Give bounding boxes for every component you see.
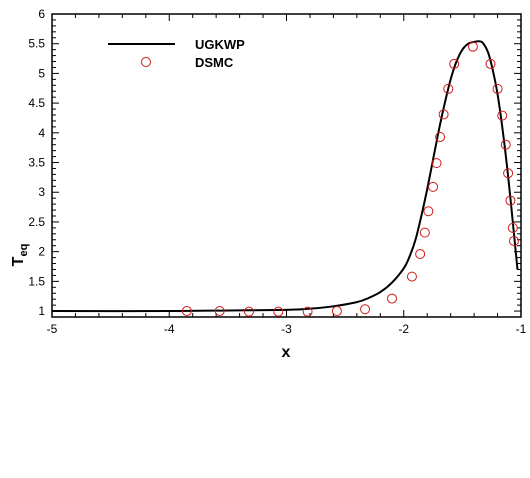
dsmc-marker	[181, 306, 192, 317]
dsmc-marker	[505, 195, 516, 206]
dsmc-marker	[360, 304, 371, 315]
y-tick-label: 1.5	[28, 274, 45, 288]
dsmc-marker	[497, 110, 508, 121]
y-tick-label: 2	[38, 245, 45, 259]
dsmc-marker	[428, 181, 439, 192]
legend-marker-dsmc	[141, 57, 151, 67]
axes-layer: -5 -4 -3 -2 -1 1 1.5 2 2.5 3 3.5 4 4.5 5 5.5 6	[28, 7, 526, 336]
y-tick-label: 4	[38, 126, 45, 140]
dsmc-marker	[443, 83, 454, 94]
y-axis-title: Teq	[10, 244, 30, 267]
dsmc-marker	[449, 58, 460, 69]
legend-label-dsmc: DSMC	[195, 55, 234, 70]
dsmc-marker	[331, 306, 342, 317]
dsmc-marker	[415, 249, 426, 260]
dsmc-marker	[508, 235, 519, 246]
dsmc-marker	[438, 109, 449, 120]
legend: UGKWP DSMC	[108, 37, 245, 70]
x-tick-label: -2	[398, 322, 409, 336]
dsmc-marker	[387, 293, 398, 304]
y-tick-label: 5	[38, 66, 45, 80]
y-axis-title-subscript: eq	[18, 244, 30, 257]
y-tick-label: 1	[38, 304, 45, 318]
dsmc-marker	[435, 131, 446, 142]
plot-frame	[51, 13, 522, 318]
dsmc-marker	[467, 41, 478, 52]
x-tick-label: -5	[47, 322, 58, 336]
dsmc-marker	[243, 306, 254, 317]
dsmc-marker	[419, 227, 430, 238]
series-line-ugkwp	[51, 40, 519, 313]
legend-label-ugkwp: UGKWP	[195, 37, 245, 52]
dsmc-marker	[273, 306, 284, 317]
dsmc-marker	[485, 58, 496, 69]
x-tick-label: -4	[164, 322, 175, 336]
dsmc-marker	[503, 168, 514, 179]
y-tick-label: 3.5	[28, 156, 45, 170]
x-tick-label: -1	[516, 322, 527, 336]
dsmc-marker	[492, 83, 503, 94]
dsmc-marker	[507, 222, 518, 233]
y-tick-label: 6	[38, 7, 45, 21]
y-tick-label: 5.5	[28, 37, 45, 51]
dsmc-marker	[423, 206, 434, 217]
y-tick-label: 3	[38, 185, 45, 199]
dsmc-marker	[302, 306, 313, 317]
dsmc-marker	[431, 158, 442, 169]
dsmc-marker	[500, 139, 511, 150]
dsmc-marker	[406, 271, 417, 282]
y-tick-label: 2.5	[28, 215, 45, 229]
x-axis-title: x	[282, 344, 291, 361]
svg-text:Teq: Teq	[10, 244, 30, 267]
data-layer	[51, 40, 519, 317]
x-tick-label: -3	[281, 322, 292, 336]
y-tick-label: 4.5	[28, 96, 45, 110]
y-axis-title-main: T	[10, 256, 27, 266]
dsmc-marker	[214, 306, 225, 317]
